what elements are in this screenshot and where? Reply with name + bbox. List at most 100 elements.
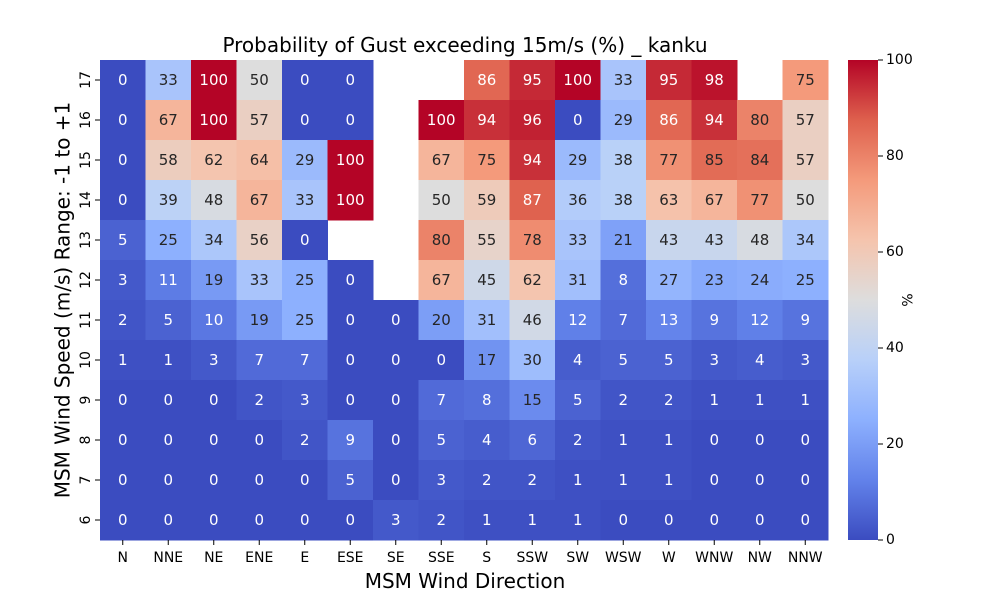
heatmap-cell [646, 460, 692, 501]
cell-value-label: 0 [345, 391, 355, 409]
x-tick-label: WNW [695, 550, 733, 566]
cell-value-label: 7 [436, 391, 446, 409]
heatmap-cell [191, 300, 237, 341]
heatmap-cell [145, 60, 192, 101]
cell-value-label: 17 [477, 351, 496, 369]
heatmap-cell [464, 180, 510, 221]
heatmap-cell [100, 220, 146, 261]
y-axis-ticks: 17 16 15 14 13 12 11 10 9 8 7 6 [78, 71, 100, 524]
heatmap-cell [145, 500, 192, 541]
cell-value-label: 95 [659, 71, 678, 89]
cell-value-label: 55 [477, 231, 496, 249]
heatmap-cell [145, 300, 192, 341]
heatmap-cell [145, 180, 192, 221]
x-tick-label: SSE [428, 550, 455, 566]
heatmap-cell [236, 260, 283, 301]
heatmap-cell [509, 180, 556, 221]
heatmap-cell [327, 300, 374, 341]
heatmap-cell [782, 260, 829, 301]
heatmap-cell [327, 180, 374, 221]
cell-value-label: 98 [705, 71, 724, 89]
heatmap-cell [737, 500, 783, 541]
heatmap-cell [737, 180, 783, 221]
heatmap-cell [191, 340, 237, 381]
cell-value-label: 33 [568, 231, 587, 249]
cell-value-label: 0 [618, 511, 628, 529]
heatmap-cell [236, 220, 283, 261]
y-tick-label: 12 [78, 271, 94, 289]
heatmap-cell [464, 100, 510, 141]
heatmap-cell [145, 380, 192, 421]
cell-value-label: 75 [796, 71, 815, 89]
heatmap-cell [691, 380, 738, 421]
heatmap-cell [327, 140, 374, 181]
cell-value-label: 21 [614, 231, 633, 249]
cell-value-label: 100 [336, 191, 365, 209]
cell-value-label: 1 [482, 511, 492, 529]
cell-value-label: 59 [477, 191, 496, 209]
cell-value-label: 0 [800, 431, 810, 449]
cell-value-label: 100 [336, 151, 365, 169]
heatmap-cell [646, 140, 692, 181]
heatmap-cell [691, 500, 738, 541]
x-tick-label: NE [204, 550, 223, 566]
cell-value-label: 3 [391, 511, 401, 529]
cell-value-label: 23 [705, 271, 724, 289]
cell-value-label: 0 [118, 71, 128, 89]
heatmap-cell [373, 500, 419, 541]
cell-value-label: 0 [209, 511, 219, 529]
heatmap-cell [646, 60, 692, 101]
cell-value-label: 2 [118, 311, 128, 329]
cell-value-label: 1 [664, 471, 674, 489]
heatmap-cell [191, 180, 237, 221]
x-tick-label: ENE [245, 550, 273, 566]
cell-value-label: 19 [250, 311, 269, 329]
cell-value-label: 48 [204, 191, 223, 209]
heatmap-cell [691, 140, 738, 181]
cell-value-label: 19 [204, 271, 223, 289]
heatmap-cell [464, 380, 510, 421]
heatmap-cell [145, 460, 192, 501]
heatmap-cell [282, 380, 328, 421]
y-tick-label: 8 [78, 436, 94, 445]
cell-value-label: 96 [523, 111, 542, 129]
x-tick-label: NNW [788, 550, 823, 566]
cell-value-label: 25 [295, 271, 314, 289]
heatmap-cell [145, 340, 192, 381]
cell-value-label: 0 [755, 471, 765, 489]
x-tick-label: NW [748, 550, 772, 566]
heatmap-cell [145, 100, 192, 141]
heatmap-cell [100, 500, 146, 541]
cell-value-label: 1 [709, 391, 719, 409]
heatmap-cell [100, 300, 146, 341]
heatmap-cell [373, 340, 419, 381]
cell-value-label: 0 [118, 511, 128, 529]
heatmap-cell [282, 460, 328, 501]
heatmap-cell [100, 460, 146, 501]
heatmap-cell [282, 140, 328, 181]
heatmap-cell [418, 460, 465, 501]
heatmap-cell [737, 460, 783, 501]
heatmap-cell [737, 260, 783, 301]
cell-value-label: 67 [250, 191, 269, 209]
cell-value-label: 63 [659, 191, 678, 209]
heatmap-cell [600, 100, 647, 141]
heatmap-cell [782, 380, 829, 421]
cell-value-label: 50 [432, 191, 451, 209]
x-tick-label: SE [387, 550, 405, 566]
cell-value-label: 0 [391, 391, 401, 409]
heatmap-cell [646, 100, 692, 141]
cell-value-label: 43 [659, 231, 678, 249]
heatmap-cell [555, 420, 601, 461]
cell-value-label: 46 [523, 311, 542, 329]
cell-value-label: 0 [345, 311, 355, 329]
cell-value-label: 80 [750, 111, 769, 129]
cell-value-label: 0 [755, 431, 765, 449]
heatmap-cell [100, 420, 146, 461]
heatmap-cell [646, 260, 692, 301]
heatmap-cell [191, 100, 237, 141]
cell-value-label: 45 [477, 271, 496, 289]
heatmap-cell [464, 340, 510, 381]
cell-value-label: 0 [573, 111, 583, 129]
